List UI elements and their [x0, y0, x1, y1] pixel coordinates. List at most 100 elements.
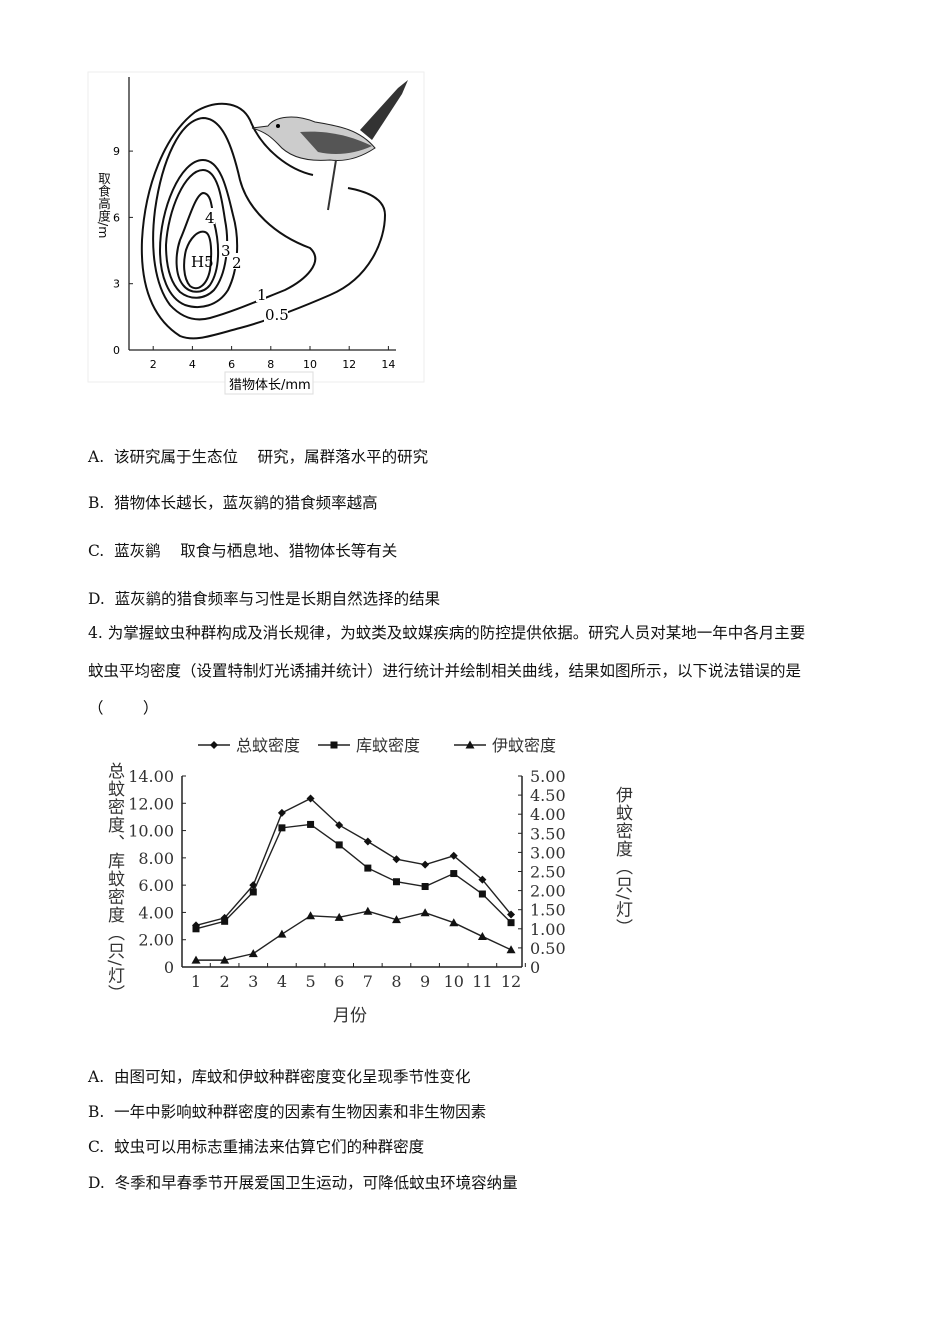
data-point: [277, 929, 287, 938]
data-point: [391, 915, 401, 924]
right-tick-label: 1.00: [530, 920, 566, 939]
y-tick-label: 6: [113, 211, 120, 224]
y-tick-label: 9: [113, 145, 120, 158]
contour-4: [175, 191, 220, 293]
data-point: [363, 837, 372, 846]
q4-option-d: D. 冬季和早春季节开展爱国卫生运动，可降低蚊虫环境容纳量: [88, 1174, 518, 1192]
data-point: [421, 860, 430, 869]
right-tick-label: 4.00: [530, 805, 566, 824]
figure1-xlabel: 猎物体长/mm: [229, 378, 311, 393]
left-tick-label: 10.00: [128, 822, 174, 841]
x-tick-label: 2: [150, 358, 157, 371]
x-tick-label: 14: [381, 358, 395, 371]
contour-label-h5: H5: [191, 253, 214, 271]
contour-lines: [140, 102, 387, 340]
q3-option-a: A. 该研究属于生态位 研究，属群落水平的研究: [88, 448, 429, 466]
x-axis-title: 月份: [333, 1006, 367, 1026]
left-tick-label: 4.00: [138, 903, 174, 922]
series-line: [196, 910, 512, 961]
x-tick-label: 4: [277, 972, 287, 991]
contour-label-2: 2: [232, 254, 242, 272]
series-line: [195, 797, 512, 927]
data-point: [192, 925, 200, 933]
data-point: [306, 794, 315, 803]
contour-1: [152, 116, 317, 321]
q3-option-b: B. 猎物体长越长，蓝灰鹟的猎食频率越高: [88, 494, 378, 512]
legend-label: 总蚊密度: [236, 736, 300, 755]
data-point: [506, 945, 516, 954]
x-tick-label: 10: [444, 972, 464, 991]
x-tick-label: 7: [363, 972, 373, 991]
x-tick-label: 8: [391, 972, 401, 991]
data-point: [478, 890, 486, 898]
q4-stem-line-3: （ ）: [88, 699, 159, 717]
contour-label-4: 4: [205, 209, 215, 227]
q3-option-c: C. 蓝灰鹟 取食与栖息地、猎物体长等有关: [88, 542, 398, 560]
contour-label-1: 1: [257, 286, 267, 304]
x-tick-label: 4: [189, 358, 196, 371]
data-point: [507, 919, 515, 927]
right-tick-label: 3.50: [530, 824, 566, 843]
left-tick-label: 14.00: [128, 767, 174, 786]
legend-marker: [465, 740, 475, 749]
x-tick-label: 12: [342, 358, 356, 371]
q4-stem-line-1: 4. 为掌握蚊虫种群构成及消长规律，为蚊类及蚊媒疾病的防控提供依据。研究人员对某…: [88, 624, 806, 642]
figure1-ylabel: 取食高度/m: [96, 172, 111, 239]
right-tick-label: 2.50: [530, 863, 566, 882]
data-point: [507, 910, 516, 919]
data-point: [449, 851, 458, 860]
data-point: [335, 821, 344, 830]
right-axis-title: 伊蚊密度（只/灯）: [612, 786, 632, 937]
x-tick-label: 2: [220, 972, 230, 991]
contour-3: [164, 168, 229, 299]
right-tick-label: 3.00: [530, 843, 566, 862]
data-point: [249, 888, 257, 896]
right-tick-label: 0: [530, 958, 540, 977]
x-tick-label: 6: [334, 972, 344, 991]
left-tick-label: 0: [164, 958, 174, 977]
q4-stem-line-2: 蚊虫平均密度（设置特制灯光诱捕并统计）进行统计并绘制相关曲线，结果如图所示，以下…: [88, 662, 802, 680]
right-tick-label: 4.50: [530, 786, 566, 805]
data-point: [364, 864, 372, 872]
series-triangle: [191, 906, 516, 964]
contour-labels: 1 0.5 2 3 4 H5: [191, 208, 289, 324]
q3-option-d: D. 蓝灰鹟的猎食频率与习性是长期自然选择的结果: [88, 590, 441, 608]
x-tick-label: 3: [248, 972, 258, 991]
contour-label-3: 3: [221, 242, 231, 260]
data-point: [421, 883, 429, 891]
data-point: [450, 870, 458, 878]
data-point: [363, 906, 373, 915]
data-point: [335, 841, 343, 849]
x-tick-label: 11: [472, 972, 492, 991]
data-point: [392, 855, 401, 864]
left-tick-label: 8.00: [138, 849, 174, 868]
x-tick-label: 10: [303, 358, 317, 371]
series-diamond: [192, 794, 516, 930]
y-tick-label: 0: [113, 344, 120, 357]
x-tick-label: 12: [501, 972, 521, 991]
right-tick-label: 1.50: [530, 901, 566, 920]
data-point: [221, 917, 229, 925]
contour-5: [183, 230, 213, 290]
contour-0.5: [140, 102, 387, 340]
legend-marker: [210, 741, 218, 749]
right-tick-label: 0.50: [530, 939, 566, 958]
right-tick-label: 5.00: [530, 767, 566, 786]
data-point: [392, 878, 400, 886]
x-tick-label: 8: [267, 358, 274, 371]
data-point: [220, 955, 230, 964]
legend-label: 库蚊密度: [356, 736, 420, 755]
q4-option-a: A. 由图可知，库蚊和伊蚊种群密度变化呈现季节性变化: [88, 1068, 471, 1086]
legend-label: 伊蚊密度: [492, 736, 556, 755]
data-point: [191, 955, 201, 964]
x-tick-label: 9: [420, 972, 430, 991]
series-square: [192, 820, 515, 933]
series-line: [195, 823, 512, 930]
x-tick-label: 1: [191, 972, 201, 991]
data-point: [334, 912, 344, 921]
right-tick-label: 2.00: [530, 882, 566, 901]
q4-option-c: C. 蚊虫可以用标志重捕法来估算它们的种群密度: [88, 1138, 425, 1156]
x-tick-label: 6: [228, 358, 235, 371]
